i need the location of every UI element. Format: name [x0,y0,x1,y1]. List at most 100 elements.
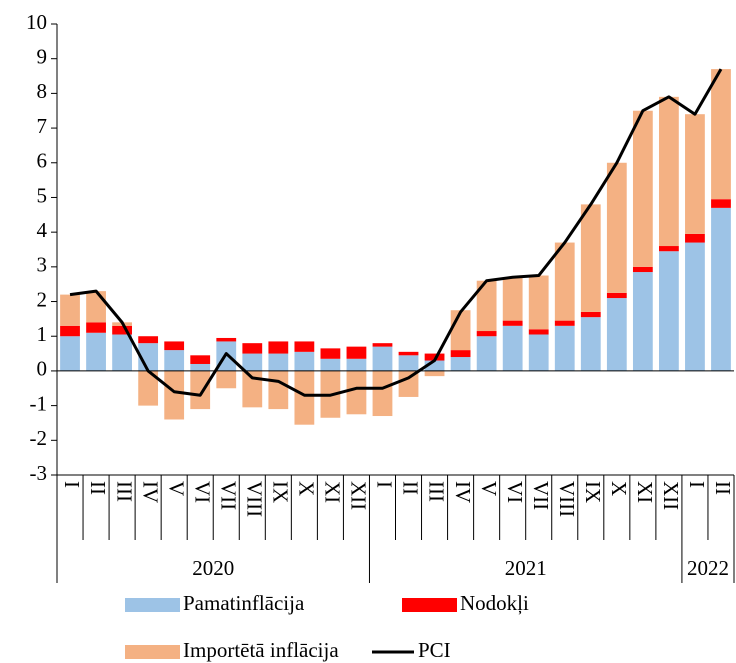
bar [164,350,185,371]
bar [659,246,679,252]
bar [632,266,653,273]
x-tick-label: X [295,481,319,496]
bar [632,272,653,371]
bar [580,204,601,312]
y-tick-label: 8 [37,79,48,103]
bar [476,280,497,332]
y-tick-label: -2 [30,426,48,450]
bar [476,331,497,337]
x-tick-label: VIII [555,481,579,517]
bar [476,336,497,371]
bar [502,325,523,371]
bar [190,370,211,410]
y-tick-label: 9 [37,45,48,69]
bar [190,363,211,371]
x-tick-label: VII [529,481,553,510]
bar [398,351,419,356]
bar [242,353,263,371]
bar [659,96,679,247]
bar [659,251,679,371]
bar [60,294,80,326]
bar [60,336,80,371]
bar [606,298,627,371]
bar [502,277,523,321]
bar [372,346,393,371]
bar [268,341,289,354]
bar [164,341,185,351]
x-tick-label: IX [581,481,605,503]
bar [528,334,549,371]
x-tick-label: III [112,481,136,502]
bar [685,233,705,243]
bar [398,355,419,371]
bar [711,199,731,208]
bar [112,334,132,371]
legend-swatch [402,598,457,612]
bar [294,351,315,371]
x-tick-label: V [164,481,188,496]
x-tick-label: VIII [242,481,266,517]
bar [372,343,393,347]
x-tick-label: VII [216,481,240,510]
year-label: 2020 [192,556,234,580]
line [69,68,723,397]
bar [606,162,627,293]
bar [86,291,106,323]
bar [580,311,601,318]
x-tick-label: II [399,481,423,495]
bar [164,370,185,420]
bar [138,370,159,406]
x-tick-label: XII [347,481,371,510]
bar [294,370,315,425]
bar [554,325,575,371]
bar [450,357,471,371]
x-tick-label: V [477,481,501,496]
x-tick-label: II [711,481,735,495]
bar [60,325,80,337]
bar [268,370,289,410]
x-tick-label: III [425,481,449,502]
bar [216,370,237,389]
y-tick-label: 0 [37,357,48,381]
x-tick-label: XI [321,481,345,503]
bar [554,320,575,326]
bar [450,310,471,351]
bar [528,275,549,330]
bar [346,370,367,415]
year-label: 2022 [687,556,729,580]
bar [632,110,653,267]
x-tick-label: IV [138,481,162,503]
bar [138,336,159,344]
bar [424,360,445,371]
bar [711,69,731,200]
y-tick-label: 5 [37,183,48,207]
legend-label: PCI [418,638,451,662]
bar [685,242,705,371]
y-tick-label: 4 [37,218,48,242]
bar [268,353,289,371]
x-tick-label: IV [451,481,475,503]
bar [112,325,132,335]
bar [372,370,393,417]
bar [190,355,211,364]
y-tick-label: 3 [37,253,48,277]
x-tick-label: XI [633,481,657,503]
x-tick-label: II [86,481,110,495]
bar [554,242,575,321]
bar [528,329,549,335]
bar [580,317,601,371]
bar [711,207,731,371]
x-tick-label: I [60,481,84,488]
bar [346,358,367,371]
legend-label: Pamatinflācija [183,591,305,615]
year-label: 2021 [505,556,547,580]
bar [216,337,237,342]
x-tick-label: VI [190,481,214,503]
x-tick-label: I [685,481,709,488]
y-tick-label: -3 [30,461,48,485]
bar [398,370,419,397]
y-tick-label: 1 [37,322,48,346]
legend-label: Importētā inflācija [183,638,339,662]
bar [424,353,445,361]
bar [424,370,445,377]
